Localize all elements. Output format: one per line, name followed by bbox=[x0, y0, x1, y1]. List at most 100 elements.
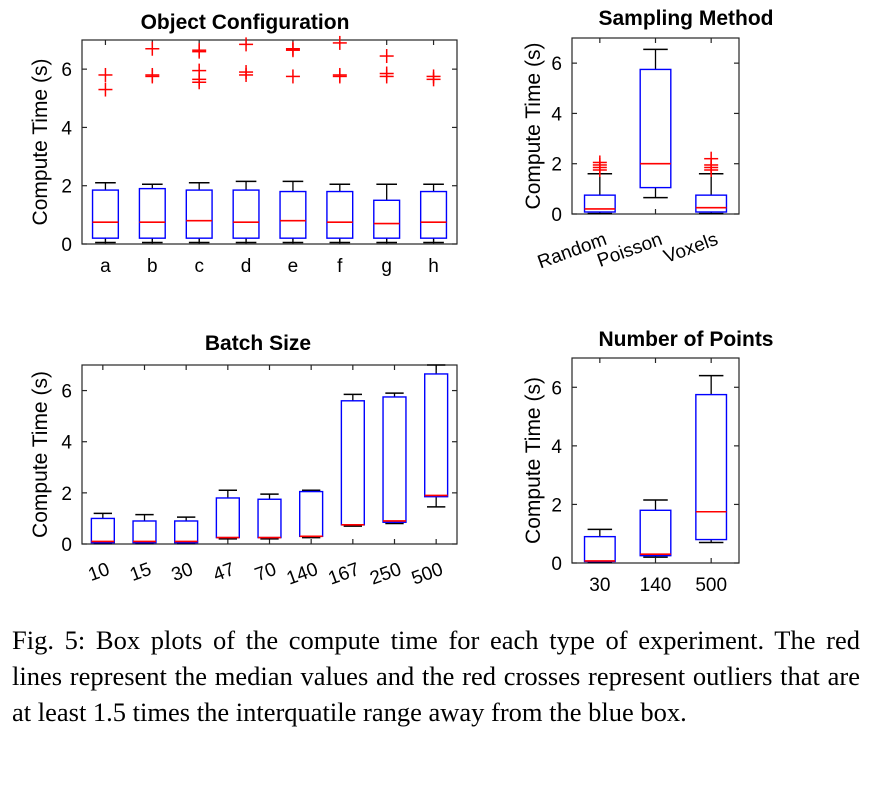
iqr-box bbox=[639, 509, 672, 557]
x-tick-label: 47 bbox=[210, 559, 237, 586]
outlier-marker bbox=[98, 67, 113, 82]
x-tick-label: h bbox=[428, 256, 439, 277]
x-tick-label: g bbox=[381, 256, 392, 277]
y-axis-label: Compute Time (s) bbox=[522, 377, 545, 544]
outlier-marker bbox=[379, 66, 394, 81]
box-10 bbox=[90, 512, 115, 545]
iqr-box bbox=[132, 520, 157, 544]
box-140 bbox=[639, 499, 672, 558]
outlier-marker bbox=[192, 63, 207, 78]
y-tick-label: 6 bbox=[551, 378, 562, 399]
y-tick-label: 6 bbox=[551, 54, 562, 75]
outlier-marker bbox=[379, 49, 394, 64]
x-tick-label: 500 bbox=[409, 559, 446, 590]
x-tick-label: 140 bbox=[284, 559, 321, 590]
y-tick-label: 6 bbox=[61, 382, 72, 403]
x-tick-label: 10 bbox=[85, 559, 112, 586]
y-tick-label: 4 bbox=[61, 433, 72, 454]
outlier-marker bbox=[145, 67, 160, 82]
outlier-marker bbox=[426, 69, 441, 84]
outlier-marker bbox=[332, 35, 347, 50]
iqr-box bbox=[299, 490, 324, 538]
x-tick-label: e bbox=[288, 256, 299, 277]
y-tick-label: 0 bbox=[61, 535, 72, 556]
chart-title: Sampling Method bbox=[599, 7, 774, 30]
chart-panel-1: Object Configuration Compute Time (s) 0 2 4 6… bbox=[29, 11, 458, 277]
outlier-marker bbox=[285, 41, 300, 56]
x-tick-label: 70 bbox=[252, 559, 279, 586]
iqr-box bbox=[90, 517, 115, 544]
x-tick-label: c bbox=[194, 256, 204, 277]
chart-title: Batch Size bbox=[205, 332, 311, 355]
outlier-marker bbox=[704, 151, 719, 166]
x-tick-label: 167 bbox=[326, 559, 363, 590]
iqr-box bbox=[373, 199, 401, 239]
box-f bbox=[326, 35, 354, 244]
y-tick-label: 2 bbox=[61, 484, 72, 505]
x-tick-label: Voxels bbox=[661, 229, 721, 268]
iqr-box bbox=[340, 400, 365, 526]
y-axis-label: Compute Time (s) bbox=[522, 43, 545, 210]
iqr-box bbox=[695, 194, 728, 213]
outlier-marker bbox=[239, 37, 254, 52]
iqr-box bbox=[695, 393, 728, 541]
axes-frame bbox=[81, 39, 458, 245]
box-47 bbox=[215, 489, 240, 540]
outlier-marker bbox=[239, 65, 254, 80]
x-tick-label: a bbox=[100, 256, 111, 277]
y-tick-label: 4 bbox=[551, 104, 562, 125]
y-axis-label: Compute Time (s) bbox=[29, 371, 52, 538]
box-30 bbox=[174, 516, 199, 545]
y-tick-label: 0 bbox=[551, 554, 562, 575]
box-140 bbox=[299, 489, 324, 539]
y-axis-label: Compute Time (s) bbox=[29, 59, 52, 226]
iqr-box bbox=[583, 535, 616, 563]
x-tick-label: 250 bbox=[367, 559, 404, 590]
figure-caption: Fig. 5: Box plots of the compute time fo… bbox=[12, 625, 860, 727]
y-tick-label: 4 bbox=[61, 118, 72, 139]
y-tick-label: 6 bbox=[61, 60, 72, 81]
box-30 bbox=[583, 528, 616, 564]
x-tick-label: f bbox=[337, 256, 343, 277]
x-tick-label: d bbox=[241, 256, 252, 277]
iqr-box bbox=[232, 189, 260, 239]
box-500 bbox=[695, 374, 728, 544]
outlier-marker bbox=[192, 43, 207, 58]
box-250 bbox=[382, 392, 407, 525]
box-e bbox=[279, 41, 307, 244]
box-a bbox=[91, 67, 120, 244]
y-tick-label: 4 bbox=[551, 437, 562, 458]
chart-title: Number of Points bbox=[598, 328, 773, 351]
iqr-box bbox=[583, 194, 616, 213]
y-tick-label: 0 bbox=[61, 235, 72, 256]
x-tick-label: 30 bbox=[169, 559, 196, 586]
x-tick-label: 140 bbox=[640, 575, 672, 596]
outlier-marker bbox=[98, 82, 113, 97]
box-Voxels bbox=[695, 151, 728, 215]
iqr-box bbox=[91, 189, 120, 239]
box-b bbox=[138, 41, 166, 244]
box-15 bbox=[132, 513, 157, 545]
box-g bbox=[373, 49, 401, 244]
box-167 bbox=[340, 393, 365, 527]
y-tick-label: 2 bbox=[551, 155, 562, 176]
x-tick-label: b bbox=[147, 256, 158, 277]
box-Poisson bbox=[639, 48, 672, 199]
outlier-marker bbox=[145, 41, 160, 56]
box-500 bbox=[424, 364, 449, 508]
iqr-box bbox=[279, 190, 307, 239]
box-c bbox=[185, 43, 213, 244]
outlier-marker bbox=[592, 155, 607, 170]
iqr-box bbox=[326, 190, 354, 239]
iqr-box bbox=[215, 497, 240, 539]
iqr-box bbox=[382, 396, 407, 523]
iqr-box bbox=[424, 373, 449, 498]
x-tick-label: 15 bbox=[127, 559, 154, 586]
x-tick-label: 30 bbox=[589, 575, 610, 596]
iqr-box bbox=[138, 187, 166, 239]
box-70 bbox=[257, 493, 282, 540]
iqr-box bbox=[639, 68, 672, 189]
y-tick-label: 0 bbox=[551, 205, 562, 226]
